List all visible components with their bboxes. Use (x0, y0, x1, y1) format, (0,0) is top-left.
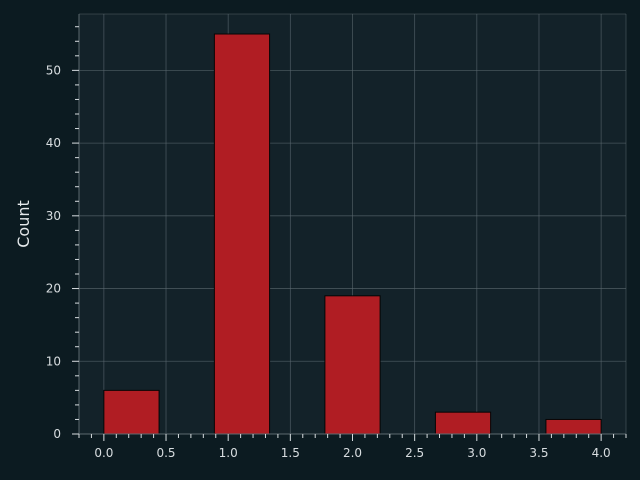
y-tick-label: 20 (46, 282, 61, 296)
y-axis-label: Count (14, 200, 33, 248)
bar-2 (324, 295, 381, 435)
x-tick-label: 3.0 (467, 446, 486, 460)
y-tick-label: 10 (46, 354, 61, 368)
y-tick-label: 50 (46, 63, 61, 77)
x-tick-label: 0.0 (94, 446, 113, 460)
x-tick-label: 2.0 (343, 446, 362, 460)
bar-0 (103, 389, 160, 435)
x-tick-label: 0.5 (156, 446, 175, 460)
y-axis-ticks: 0 10 20 30 40 50 (46, 26, 79, 441)
x-tick-label: 3.5 (529, 446, 548, 460)
y-tick-label: 30 (46, 209, 61, 223)
y-tick-label: 0 (53, 427, 61, 441)
x-tick-label: 1.5 (281, 446, 300, 460)
x-tick-label: 2.5 (405, 446, 424, 460)
y-tick-label: 40 (46, 136, 61, 150)
bar-series (103, 33, 602, 435)
bar-3 (434, 411, 492, 435)
bar-4 (545, 418, 602, 435)
x-axis-ticks: 0.0 0.5 1.0 1.5 2.0 2.5 3.0 3.5 4.0 (78, 434, 627, 460)
axes (78, 13, 627, 435)
x-tick-label: 4.0 (592, 446, 611, 460)
bar-1 (213, 33, 271, 435)
x-tick-label: 1.0 (219, 446, 238, 460)
